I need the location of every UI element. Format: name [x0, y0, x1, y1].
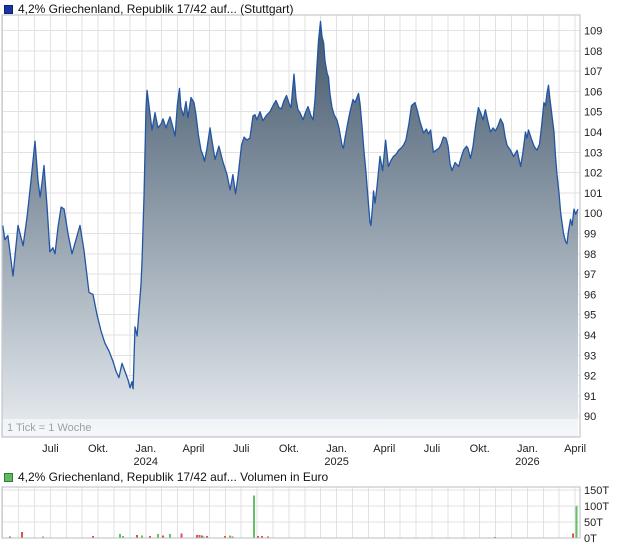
volume-bars	[9, 495, 578, 538]
volume-bar	[141, 535, 143, 538]
volume-bar	[157, 534, 159, 538]
price-chart-title: 4,2% Griechenland, Republik 17/42 auf...…	[18, 2, 294, 16]
volume-legend-row: 4,2% Griechenland, Republik 17/42 auf...…	[4, 470, 328, 484]
x-tick-label: Jan.	[135, 443, 156, 455]
volume-bar	[261, 536, 263, 538]
price-y-tick-label: 109	[584, 26, 602, 38]
price-y-tick-label: 95	[584, 310, 596, 322]
price-line	[2, 20, 579, 390]
volume-bar	[92, 536, 94, 538]
x-tick-year-label: 2026	[515, 456, 539, 468]
price-y-tick-label: 107	[584, 66, 602, 78]
volume-bar	[20, 531, 23, 538]
volume-chart-title: 4,2% Griechenland, Republik 17/42 auf...…	[18, 470, 329, 484]
volume-series-icon	[4, 472, 13, 482]
volume-bar	[267, 536, 270, 538]
price-legend-row: 4,2% Griechenland, Republik 17/42 auf...…	[4, 2, 294, 16]
x-tick-label: April	[564, 443, 586, 455]
price-y-tick-label: 100	[584, 208, 602, 220]
price-plot[interactable]	[1, 14, 581, 438]
price-plot-border	[1, 14, 581, 438]
x-tick-label: April	[373, 443, 395, 455]
price-y-tick-label: 102	[584, 168, 602, 180]
x-tick-label: April	[182, 443, 204, 455]
volume-y-axis-labels: 150T 100T 50T 0T	[584, 485, 609, 545]
volume-y-tick-label: 50T	[584, 517, 603, 529]
volume-bar	[9, 536, 11, 538]
price-y-axis-labels: 109 108 107 106 105 104 103 102 101 100 99 98 97 96 95…	[584, 26, 602, 424]
price-series-icon	[4, 4, 13, 14]
x-tick-year-label: 2025	[324, 456, 348, 468]
x-tick-year-label: 2024	[134, 456, 158, 468]
volume-bar	[224, 536, 226, 538]
price-y-tick-label: 99	[584, 229, 596, 241]
volume-bar	[200, 535, 203, 538]
volume-bar	[198, 535, 201, 538]
volume-bar	[136, 534, 139, 538]
x-tick-label: Okt.	[88, 443, 108, 455]
price-y-tick-label: 108	[584, 46, 602, 58]
x-tick-label: Jan.	[517, 443, 538, 455]
price-y-tick-label: 106	[584, 86, 602, 98]
x-tick-label: Juli	[424, 443, 441, 455]
volume-y-tick-label: 100T	[584, 501, 609, 513]
price-y-tick-label: 103	[584, 147, 602, 159]
volume-bar	[180, 533, 183, 538]
tick-note: 1 Tick = 1 Woche	[7, 422, 92, 434]
price-y-tick-label: 90	[584, 411, 596, 423]
price-y-tick-label: 91	[584, 391, 596, 403]
x-tick-label: Okt.	[470, 443, 490, 455]
volume-bar	[119, 534, 121, 538]
price-y-tick-label: 98	[584, 249, 596, 261]
volume-bar	[229, 535, 232, 538]
volume-bar	[41, 536, 44, 538]
volume-bar	[252, 495, 255, 538]
price-y-tick-label: 94	[584, 330, 596, 342]
volume-bar	[202, 536, 205, 538]
volume-grid	[2, 487, 580, 538]
volume-plot-border	[1, 486, 581, 539]
x-tick-label: Juli	[42, 443, 59, 455]
volume-bar	[169, 534, 171, 538]
price-y-tick-label: 96	[584, 289, 596, 301]
volume-bar	[206, 535, 208, 538]
x-tick-label: Juli	[233, 443, 250, 455]
price-y-tick-label: 101	[584, 188, 602, 200]
x-tick-label: Jan.	[326, 443, 347, 455]
volume-bar	[162, 535, 164, 538]
volume-bar	[575, 506, 578, 538]
volume-bar	[257, 535, 260, 538]
volume-plot[interactable]	[1, 486, 581, 539]
price-y-tick-label: 93	[584, 350, 596, 362]
price-y-tick-label: 97	[584, 269, 596, 281]
price-y-tick-label: 104	[584, 127, 602, 139]
volume-y-tick-label: 0T	[584, 533, 597, 545]
price-y-tick-label: 92	[584, 371, 596, 383]
price-y-tick-label: 105	[584, 107, 602, 119]
volume-bar	[231, 536, 234, 538]
volume-bar	[122, 536, 125, 538]
x-tick-label: Okt.	[279, 443, 299, 455]
volume-bar	[196, 534, 198, 538]
price-area	[2, 21, 578, 438]
volume-y-tick-label: 150T	[584, 485, 609, 497]
volume-bar	[572, 533, 574, 538]
tick-note-band	[3, 419, 579, 436]
volume-bar	[148, 536, 151, 538]
